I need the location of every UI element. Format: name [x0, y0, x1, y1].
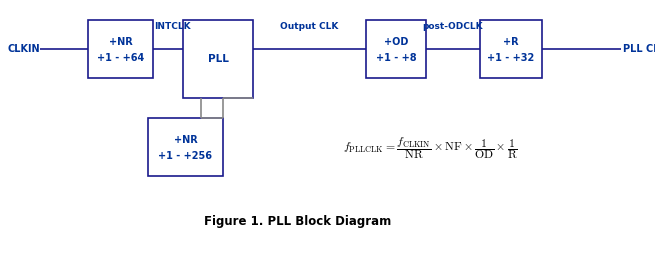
- Text: +OD: +OD: [384, 37, 408, 47]
- Bar: [183, 20, 253, 98]
- Text: +NR: +NR: [174, 135, 197, 145]
- Text: PLL: PLL: [208, 54, 229, 64]
- Text: +R: +R: [503, 37, 519, 47]
- Text: Figure 1. PLL Block Diagram: Figure 1. PLL Block Diagram: [204, 216, 392, 229]
- Bar: [366, 20, 426, 78]
- Bar: [480, 20, 542, 78]
- Text: CLKIN: CLKIN: [8, 44, 41, 54]
- Text: PLL CLK: PLL CLK: [623, 44, 655, 54]
- Text: +1 - +8: +1 - +8: [376, 53, 417, 63]
- Text: Output CLK: Output CLK: [280, 22, 339, 31]
- Text: $f_{\rm PLLCLK} = \dfrac{f_{\rm CLKIN}}{\rm NR} \times {\rm NF} \times \dfrac{1}: $f_{\rm PLLCLK} = \dfrac{f_{\rm CLKIN}}{…: [343, 135, 518, 161]
- Bar: [148, 118, 223, 176]
- Text: +NR: +NR: [109, 37, 132, 47]
- Text: post-ODCLK: post-ODCLK: [422, 22, 483, 31]
- Bar: [88, 20, 153, 78]
- Text: +1 - +32: +1 - +32: [487, 53, 534, 63]
- Text: INTCLK: INTCLK: [154, 22, 191, 31]
- Text: +1 - +256: +1 - +256: [159, 151, 212, 161]
- Text: +1 - +64: +1 - +64: [97, 53, 144, 63]
